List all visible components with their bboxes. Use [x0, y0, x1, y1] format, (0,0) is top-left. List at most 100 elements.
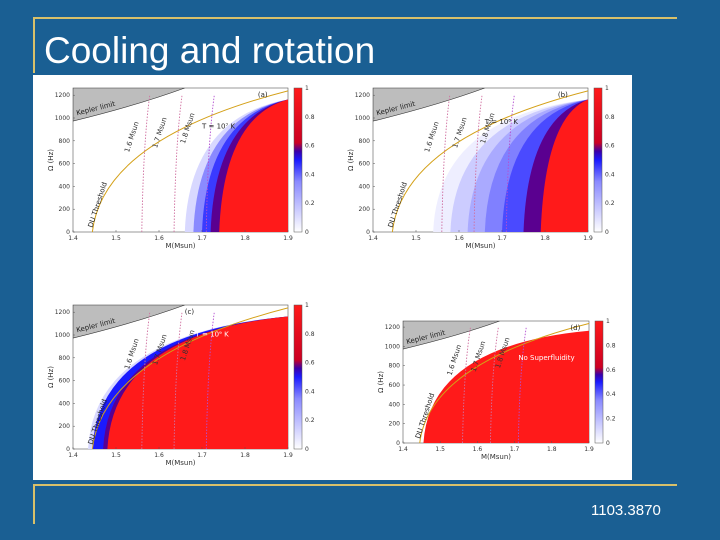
y-tick-label: 1000 [385, 343, 400, 350]
y-tick-label: 1200 [55, 309, 70, 316]
mass-curve [462, 327, 471, 443]
colorbar-tick-label: 0 [305, 446, 309, 453]
colorbar-tick-label: 0 [606, 440, 610, 447]
x-tick-label: 1.5 [111, 452, 121, 459]
colorbar-tick-label: 0.2 [305, 200, 315, 207]
y-axis-label: Ω (Hz) [347, 149, 355, 171]
x-axis-label: M(Msun) [465, 242, 495, 250]
colorbar [293, 87, 303, 233]
y-tick-label: 200 [389, 421, 401, 428]
du-threshold-curve [419, 322, 589, 443]
y-tick-label: 800 [59, 355, 71, 362]
x-axis-label: M(Msun) [165, 242, 195, 250]
colorbar-tick-label: 0.6 [305, 360, 315, 367]
colorbar-tick-label: 0.4 [305, 388, 315, 395]
x-tick-label: 1.7 [197, 235, 207, 242]
panel-annotation: T = 10⁹ K [195, 331, 230, 339]
y-tick-label: 400 [359, 183, 371, 190]
colorbar-tick-label: 0.4 [605, 171, 615, 178]
superfluid-region [540, 99, 588, 232]
x-tick-label: 1.7 [197, 452, 207, 459]
y-tick-label: 800 [59, 138, 71, 145]
colorbar-tick-label: 0.2 [605, 200, 615, 207]
x-tick-label: 1.4 [398, 446, 408, 453]
panel-letter: (a) [258, 91, 268, 99]
x-tick-label: 1.8 [540, 235, 550, 242]
panel-letter: (b) [558, 91, 568, 99]
colorbar-tick-label: 1 [305, 302, 309, 309]
colorbar-tick-label: 0.8 [606, 342, 616, 349]
x-tick-label: 1.8 [240, 452, 250, 459]
left-rule [33, 17, 35, 73]
mass-curve [517, 327, 527, 443]
panel-c: 0 200 400 600 800 1000 1200 1.4 1.5 1.6 1.7 1.8 1.9 M… [33, 297, 328, 492]
y-tick-label: 200 [59, 423, 71, 430]
x-tick-label: 1.5 [435, 446, 445, 453]
colorbar-tick-label: 0.8 [605, 114, 615, 121]
x-tick-label: 1.9 [283, 452, 293, 459]
colorbar-tick-label: 0.4 [606, 391, 616, 398]
y-axis-label: Ω (Hz) [47, 149, 55, 171]
mass-curve [441, 95, 451, 232]
x-tick-label: 1.5 [411, 235, 421, 242]
x-tick-label: 1.5 [111, 235, 121, 242]
mass-curve [505, 95, 515, 232]
y-tick-label: 1000 [55, 115, 70, 122]
colorbar-tick-label: 0.6 [605, 143, 615, 150]
colorbar-tick-label: 0 [605, 229, 609, 236]
x-axis-label: M(Msun) [165, 459, 195, 467]
y-tick-label: 600 [359, 161, 371, 168]
superfluid-region [107, 316, 288, 449]
panel-annotation: No Superfluidity [518, 354, 574, 362]
x-tick-label: 1.4 [68, 235, 78, 242]
du-threshold-curve [91, 307, 288, 449]
y-tick-label: 600 [389, 382, 401, 389]
y-tick-label: 0 [66, 229, 70, 236]
panel-b: 0 200 400 600 800 1000 1200 1.4 1.5 1.6 1.7 1.8 1.9 M… [333, 80, 628, 275]
x-tick-label: 1.7 [497, 235, 507, 242]
colorbar-tick-label: 0.2 [606, 416, 616, 423]
y-tick-label: 0 [366, 229, 370, 236]
y-tick-label: 800 [389, 363, 401, 370]
figure: 0 200 400 600 800 1000 1200 1.4 1.5 1.6 1.7 1.8 1.9 M… [33, 75, 632, 480]
du-threshold-curve [91, 90, 288, 232]
top-rule [33, 17, 677, 19]
y-tick-label: 1200 [55, 92, 70, 99]
mass-curve [141, 312, 151, 449]
mass-curve [141, 95, 151, 232]
kepler-region [73, 88, 185, 122]
panel-a: 0 200 400 600 800 1000 1200 1.4 1.5 1.6 1.7 1.8 1.9 M… [33, 80, 328, 275]
colorbar [293, 304, 303, 450]
x-tick-label: 1.6 [473, 446, 483, 453]
colorbar-tick-label: 0.8 [305, 331, 315, 338]
y-tick-label: 200 [359, 206, 371, 213]
colorbar-tick-label: 0.6 [305, 143, 315, 150]
y-tick-label: 0 [66, 446, 70, 453]
y-axis-label: Ω (Hz) [377, 371, 385, 393]
x-tick-label: 1.4 [68, 452, 78, 459]
kepler-region [373, 88, 485, 122]
superfluid-region [219, 99, 288, 232]
colorbar [594, 320, 604, 444]
x-axis-label: M(Msun) [481, 453, 511, 461]
panel-d: 0 200 400 600 800 1000 1200 1.4 1.5 1.6 1.7 1.8 1.9 M… [363, 315, 628, 477]
colorbar-tick-label: 1 [605, 85, 609, 92]
colorbar [593, 87, 603, 233]
x-tick-label: 1.9 [283, 235, 293, 242]
y-tick-label: 600 [59, 161, 71, 168]
y-tick-label: 200 [59, 206, 71, 213]
y-axis-label: Ω (Hz) [47, 366, 55, 388]
x-tick-label: 1.8 [547, 446, 557, 453]
y-tick-label: 1000 [355, 115, 370, 122]
mass-curve [173, 95, 183, 232]
panel-annotation: T = 10⁸ K [484, 118, 519, 126]
y-tick-label: 800 [359, 138, 371, 145]
colorbar-tick-label: 1 [606, 318, 610, 325]
y-tick-label: 1200 [385, 324, 400, 331]
colorbar-tick-label: 0 [305, 229, 309, 236]
panel-letter: (c) [185, 308, 195, 316]
kepler-region [73, 305, 185, 339]
mass-curve [173, 312, 183, 449]
mass-curve [205, 312, 215, 449]
arxiv-reference: 1103.3870 [591, 502, 661, 519]
